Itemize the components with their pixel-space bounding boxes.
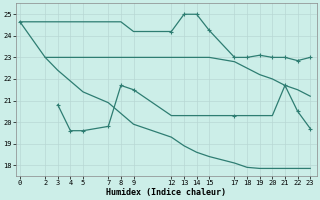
X-axis label: Humidex (Indice chaleur): Humidex (Indice chaleur) xyxy=(106,188,226,197)
